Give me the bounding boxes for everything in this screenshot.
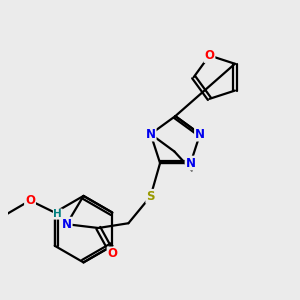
Text: N: N [146, 128, 156, 141]
Text: O: O [108, 248, 118, 260]
Text: O: O [204, 49, 214, 62]
Text: N: N [62, 218, 72, 231]
Text: S: S [146, 190, 155, 203]
Text: H: H [53, 209, 62, 219]
Text: O: O [25, 194, 35, 207]
Text: N: N [195, 128, 205, 141]
Text: N: N [186, 157, 196, 169]
